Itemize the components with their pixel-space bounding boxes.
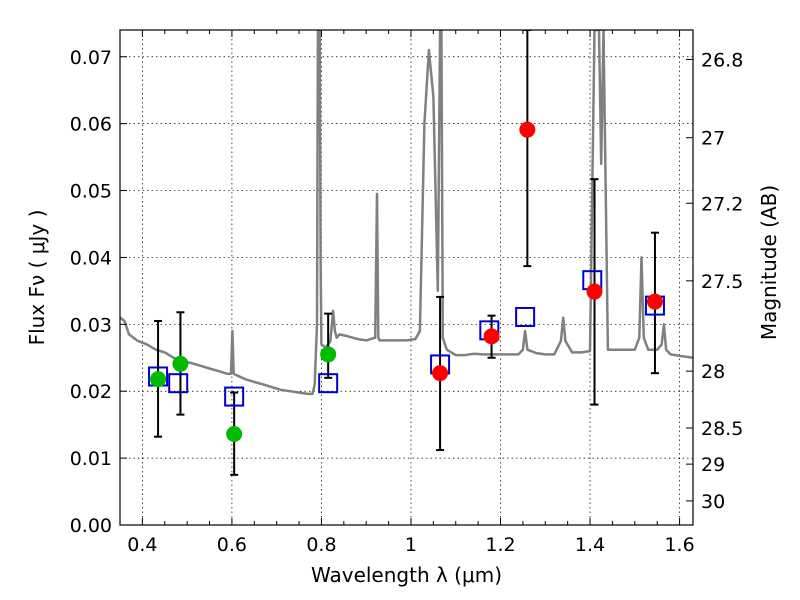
red-data-point [519,121,536,138]
model-square-marker [224,386,245,407]
y2-tick-label: 26.8 [701,49,743,71]
y-tick-label: 0.03 [70,314,112,336]
marker-layer [148,121,665,443]
y2-tick-label: 27 [701,128,725,150]
y2-tick-label: 27.5 [701,271,743,293]
y-axis-label: Flux Fν ( μJy ) [25,210,49,346]
red-data-point [432,365,449,382]
x-tick-label: 0.6 [217,534,247,556]
y-tick-label: 0.05 [70,181,112,203]
green-data-point [172,355,189,372]
green-data-point [226,426,243,443]
y-tick-label: 0.06 [70,114,112,136]
model-square-marker [515,306,536,327]
red-data-point [646,293,663,310]
red-data-point [586,283,603,300]
y-tick-label: 0.01 [70,448,112,470]
y2-axis-label: Magnitude (AB) [757,185,781,340]
y-tick-label: 0.02 [70,381,112,403]
red-data-point [483,328,500,345]
x-tick-label: 0.4 [127,534,157,556]
y2-tick-label: 29 [701,454,725,476]
green-data-point [150,371,167,388]
model-square-marker [318,373,339,394]
x-tick-label: 1 [405,534,417,556]
y-tick-label: 0.04 [70,247,112,269]
x-tick-label: 0.8 [306,534,336,556]
y-tick-label: 0.00 [70,515,112,537]
y2-tick-label: 28 [701,361,725,383]
spectrum-layer [120,30,693,396]
tick-label-layer: 0.4 0.6 0.8 1 1.2 1.4 1.6 0.00 0.01 0.02 0.03 0.04 0… [70,47,744,556]
tick-layer [119,30,693,526]
model-square-marker [168,373,189,394]
green-data-point [320,346,337,363]
x-tick-label: 1.4 [575,534,605,556]
x-tick-label: 1.2 [485,534,515,556]
plot-frame [119,29,694,526]
error-bar-layer [154,30,659,476]
y2-tick-label: 28.5 [701,418,743,440]
spectrum-line [120,30,693,396]
x-axis-label: Wavelength λ (μm) [311,563,502,587]
y2-tick-label: 27.2 [701,193,743,215]
y-tick-label: 0.07 [70,47,112,69]
y2-tick-label: 30 [701,491,725,513]
x-tick-label: 1.6 [664,534,694,556]
